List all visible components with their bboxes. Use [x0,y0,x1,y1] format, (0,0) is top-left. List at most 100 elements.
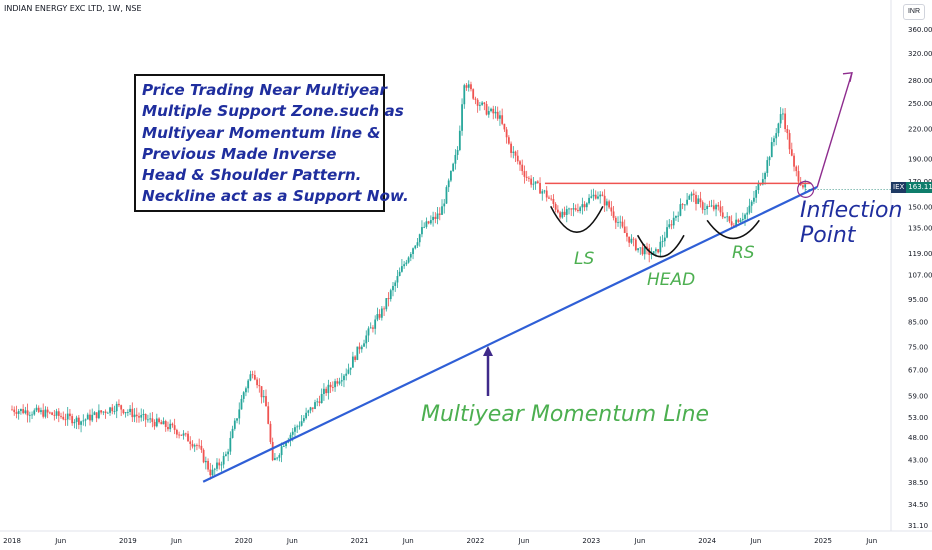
currency-button[interactable]: INR [903,4,925,20]
candle-body [764,172,766,180]
candle-body [351,356,354,368]
candle-body [657,249,660,253]
candle-body [632,238,635,240]
candle-body [643,246,646,255]
left-shoulder-curve [550,205,604,233]
candle-body [354,356,357,360]
candle-body [603,195,606,206]
price-tag-value: 163.11 [906,182,932,193]
y-tick-label: 43.00 [908,456,928,464]
candle-body [93,412,96,415]
note-line: Head & Shoulder Pattern. [142,166,362,185]
candle-body [516,155,519,162]
candle-body [450,170,452,181]
candle-body [133,414,136,418]
candle-body [167,426,169,430]
candle-body [741,218,744,221]
candle-body [717,204,720,207]
candle-body [300,421,303,426]
analysis-note: Price Trading Near Multiyear Multiple Su… [134,74,409,212]
candle-body [240,398,243,410]
projection-arrow [816,72,853,188]
candle-body [164,421,167,427]
candle-body [646,246,648,249]
y-tick-label: 59.00 [908,392,928,400]
candle-body [20,409,22,412]
y-tick-label: 119.00 [908,250,932,258]
candle-body [35,407,38,411]
candle-body [599,194,602,197]
candle-body [238,409,241,419]
note-line: Neckline act as a Support Now. [142,187,409,206]
candle-body [724,216,726,218]
candle-body [180,434,183,436]
candle-body [383,308,385,310]
candle-body [267,406,270,424]
candle-body [483,102,486,105]
candle-body [314,402,316,409]
candle-body [777,123,780,134]
candle-body [260,386,263,398]
candle-body [441,206,443,215]
y-tick-label: 320.00 [908,50,932,58]
candle-body [222,455,225,465]
candle-body [652,251,655,255]
candle-body [585,203,588,208]
candle-body [543,190,546,192]
candle-body [409,254,412,258]
candle-body [784,113,787,130]
candle-body [198,445,201,447]
candle-body [138,416,140,418]
candle-body [510,143,512,153]
candle-body [790,149,793,156]
candle-body [519,161,521,165]
candle-body [401,266,403,272]
candle-body [126,412,129,413]
candle-body [233,420,236,429]
candle-body [407,257,410,263]
candle-body [528,177,530,179]
candle-body [773,138,775,143]
candle-body [590,196,593,198]
candle-body [129,408,131,413]
candle-body [766,160,769,173]
candle-body [82,420,85,422]
candle-body [320,393,323,404]
x-tick-label: 2024 [698,537,716,545]
candle-body [13,409,16,413]
y-tick-label: 48.00 [908,434,928,442]
candle-body [115,403,118,412]
candle-body [594,194,597,199]
candle-body [550,198,553,200]
candle-body [236,418,238,421]
candle-body [721,212,724,218]
candle-body [661,241,664,242]
candle-body [204,460,207,463]
x-tick-label: Jun [749,537,761,545]
candle-body [269,423,272,442]
x-tick-label: 2019 [119,537,137,545]
candle-body [189,441,192,444]
projection-arrow-head [842,71,853,82]
y-tick-label: 190.00 [908,155,932,163]
candle-body [697,198,700,204]
candle-body [438,213,441,215]
candle-body [33,410,36,415]
candle-body [610,207,613,212]
candle-body [701,202,704,210]
candle-body [102,411,105,413]
candle-body [124,412,127,414]
candle-body [485,104,488,115]
candle-body [122,409,125,414]
right-shoulder-label: RS [732,243,755,263]
candle-body [463,85,466,105]
candle-body [17,411,20,414]
candle-body [329,384,332,388]
x-tick-label: Jun [286,537,298,545]
x-tick-label: Jun [865,537,877,545]
candle-body [106,412,109,414]
candle-body [220,464,223,466]
candle-body [679,204,682,216]
candle-body [427,221,430,224]
